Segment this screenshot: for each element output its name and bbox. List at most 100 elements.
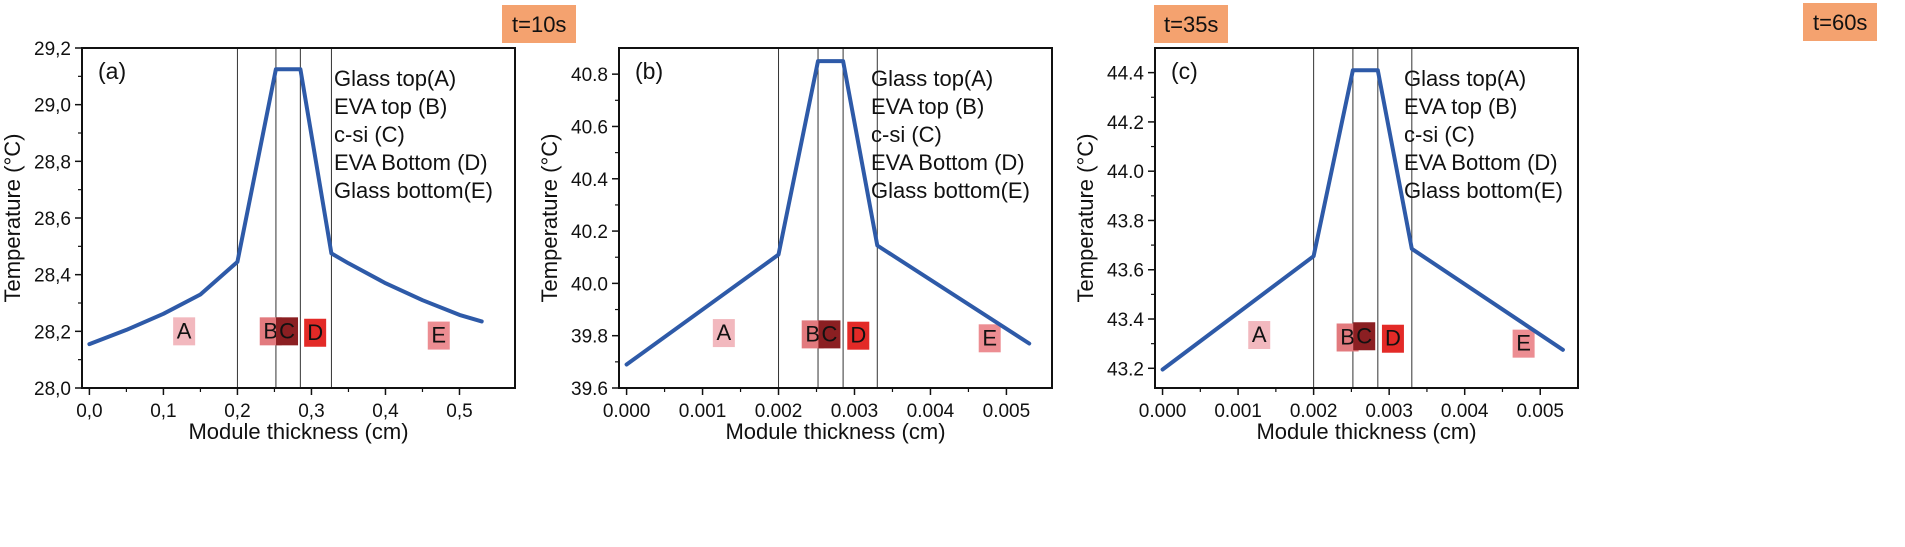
x-tick-label-a-2: 0,2 xyxy=(224,401,250,422)
legend-item-b-2: c-si (C) xyxy=(871,122,942,147)
legend-item-a-3: EVA Bottom (D) xyxy=(334,150,488,175)
legend-item-c-2: c-si (C) xyxy=(1404,122,1475,147)
y-tick-label-c-1: 43.4 xyxy=(1107,310,1144,331)
y-tick-label-c-4: 44.0 xyxy=(1107,162,1144,183)
panel-label-a: (a) xyxy=(98,58,126,84)
region-label-b-B: B xyxy=(805,321,820,346)
region-label-a-A: A xyxy=(177,318,192,343)
plot-frame-b xyxy=(618,47,1053,389)
region-label-c-D: D xyxy=(1385,326,1401,351)
region-label-b-C: C xyxy=(821,321,837,346)
y-tick-label-c-5: 44.2 xyxy=(1107,113,1144,134)
x-tick-label-b-4: 0.004 xyxy=(907,401,955,422)
chart-b: A B C D E 0.000 0.001 0.002 0.003 0.004 0.005 39.6 3… xyxy=(537,47,1053,444)
x-tick-label-a-1: 0,1 xyxy=(150,401,176,422)
x-tick-label-a-0: 0,0 xyxy=(76,401,102,422)
x-tick-label-c-1: 0.001 xyxy=(1214,401,1262,422)
legend-item-a-2: c-si (C) xyxy=(334,122,405,147)
region-box-a-A xyxy=(173,317,196,346)
y-axis-label-b: Temperature (°C) xyxy=(537,134,562,303)
y-tick-label-a-5: 29,0 xyxy=(34,96,71,117)
plot-frame-c xyxy=(1154,47,1579,389)
y-tick-label-c-2: 43.6 xyxy=(1107,261,1144,282)
region-box-a-E xyxy=(427,321,450,350)
x-tick-label-c-5: 0.005 xyxy=(1516,401,1564,422)
x-tick-label-c-2: 0.002 xyxy=(1290,401,1338,422)
region-label-c-C: C xyxy=(1356,323,1372,348)
y-tick-label-c-0: 43.2 xyxy=(1107,359,1144,380)
region-label-c-A: A xyxy=(1252,322,1267,347)
y-tick-label-b-6: 40.8 xyxy=(571,65,608,86)
y-tick-label-b-1: 39.8 xyxy=(571,327,608,348)
x-axis-label-b: Module thickness (cm) xyxy=(725,419,945,444)
region-label-a-B: B xyxy=(263,318,278,343)
chart-c: A B C D E 0.000 0.001 0.002 0.003 0.004 0.005 43.2 4… xyxy=(1073,47,1579,444)
y-tick-label-a-0: 28,0 xyxy=(34,379,71,400)
y-tick-label-c-6: 44.4 xyxy=(1107,64,1144,85)
region-label-c-B: B xyxy=(1340,324,1355,349)
y-axis-label-c: Temperature (°C) xyxy=(1073,134,1098,303)
region-box-b-A xyxy=(712,319,735,348)
x-tick-label-a-4: 0,4 xyxy=(372,401,399,422)
x-tick-label-b-1: 0.001 xyxy=(679,401,727,422)
x-tick-label-a-5: 0,5 xyxy=(446,401,472,422)
time-badge-b: t=35s xyxy=(1154,5,1229,43)
y-tick-label-a-4: 28,8 xyxy=(34,152,71,173)
legend-item-c-4: Glass bottom(E) xyxy=(1404,178,1563,203)
region-box-c-D xyxy=(1381,324,1404,353)
legend-item-b-3: EVA Bottom (D) xyxy=(871,150,1025,175)
panel-b: A B C D E 0.000 0.001 0.002 0.003 0.004 0.005 39.6 3… xyxy=(537,0,1288,547)
region-box-b-D xyxy=(847,321,870,350)
x-tick-label-c-4: 0.004 xyxy=(1441,401,1489,422)
panel-a: A B C D E 0,0 0,1 0,2 0,3 0,4 0,5 28,0 28,2 28,4 28,6 2… xyxy=(0,0,635,547)
temperature-curve-c xyxy=(1160,68,1565,372)
region-box-b-B xyxy=(801,320,824,349)
region-box-c-E xyxy=(1512,329,1535,358)
x-tick-label-c-3: 0.003 xyxy=(1365,401,1413,422)
panel-label-c: (c) xyxy=(1171,58,1198,84)
x-tick-label-b-3: 0.003 xyxy=(831,401,879,422)
y-tick-label-c-3: 43.8 xyxy=(1107,211,1144,232)
region-box-c-B xyxy=(1336,323,1359,352)
y-axis-label-a: Temperature (°C) xyxy=(0,134,25,303)
plot-frame-a xyxy=(81,47,516,389)
region-box-c-C xyxy=(1353,322,1376,351)
y-tick-label-b-5: 40.6 xyxy=(571,117,608,138)
legend-item-c-0: Glass top(A) xyxy=(1404,66,1526,91)
legend-item-a-1: EVA top (B) xyxy=(334,94,447,119)
region-label-a-D: D xyxy=(307,320,323,345)
panel-c: A B C D E 0.000 0.001 0.002 0.003 0.004 0.005 43.2 4… xyxy=(1073,0,1905,547)
legend-item-b-4: Glass bottom(E) xyxy=(871,178,1030,203)
region-label-a-C: C xyxy=(279,318,295,343)
y-tick-label-a-2: 28,4 xyxy=(34,266,71,287)
legend-item-b-0: Glass top(A) xyxy=(871,66,993,91)
legend-item-b-1: EVA top (B) xyxy=(871,94,984,119)
region-box-c-A xyxy=(1248,321,1271,350)
x-tick-label-a-3: 0,3 xyxy=(298,401,324,422)
region-box-b-E xyxy=(978,324,1001,353)
temperature-curve-b xyxy=(624,59,1032,367)
y-tick-label-a-6: 29,2 xyxy=(34,39,71,60)
x-tick-label-b-0: 0.000 xyxy=(603,401,651,422)
panel-label-b: (b) xyxy=(635,58,663,84)
chart-a: A B C D E 0,0 0,1 0,2 0,3 0,4 0,5 28,0 28,2 28,4 28,6 2… xyxy=(0,39,516,444)
region-label-c-E: E xyxy=(1516,331,1531,356)
y-tick-label-a-1: 28,2 xyxy=(34,322,71,343)
x-axis-label-a: Module thickness (cm) xyxy=(188,419,408,444)
x-tick-label-c-0: 0.000 xyxy=(1139,401,1187,422)
x-tick-label-b-2: 0.002 xyxy=(755,401,803,422)
time-badge-c: t=60s xyxy=(1803,3,1878,41)
region-label-b-E: E xyxy=(982,325,997,350)
y-tick-label-b-0: 39.6 xyxy=(571,379,608,400)
legend-item-a-4: Glass bottom(E) xyxy=(334,178,493,203)
region-box-a-D xyxy=(304,318,327,347)
time-badge-a: t=10s xyxy=(502,5,577,43)
legend-item-c-1: EVA top (B) xyxy=(1404,94,1517,119)
y-tick-label-b-2: 40.0 xyxy=(571,274,608,295)
region-label-b-D: D xyxy=(850,323,866,348)
temperature-curve-a xyxy=(87,67,484,347)
region-box-b-C xyxy=(818,320,841,349)
region-label-b-A: A xyxy=(716,320,731,345)
x-axis-label-c: Module thickness (cm) xyxy=(1256,419,1476,444)
region-box-a-C xyxy=(276,317,299,346)
